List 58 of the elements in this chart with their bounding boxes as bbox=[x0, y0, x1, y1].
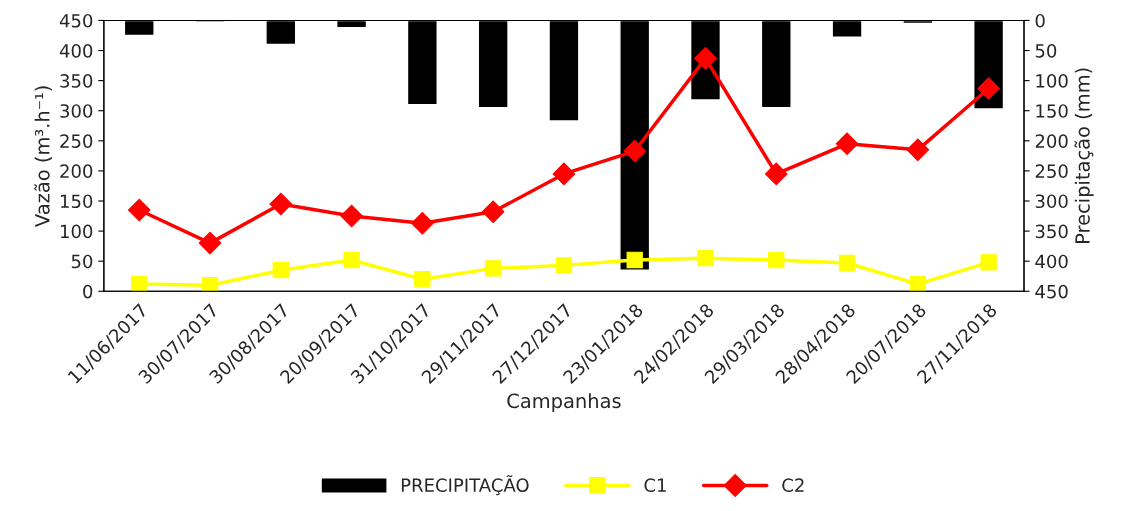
y2-tick-label: 100 bbox=[1036, 74, 1068, 88]
point bbox=[414, 271, 431, 288]
y2-tick-label: 150 bbox=[1036, 104, 1068, 118]
point bbox=[131, 275, 148, 292]
point bbox=[340, 204, 363, 228]
bar bbox=[477, 20, 509, 109]
point bbox=[411, 211, 434, 235]
y-tick-label: 350 bbox=[60, 74, 93, 88]
bar bbox=[123, 20, 155, 37]
y2-tick-label: 300 bbox=[1035, 194, 1068, 209]
y2-tick-label: 0 bbox=[1035, 13, 1045, 28]
point bbox=[977, 77, 1000, 100]
y-tick-label: 50 bbox=[71, 254, 93, 269]
y2-tick-label: 450 bbox=[1035, 284, 1068, 299]
point bbox=[485, 260, 502, 277]
bar bbox=[831, 20, 863, 38]
point bbox=[909, 275, 926, 292]
y-tick-label: 450 bbox=[59, 13, 93, 28]
y2-tick-label: 350 bbox=[1035, 224, 1068, 239]
point bbox=[343, 251, 360, 269]
legend-label: C1 bbox=[644, 478, 666, 493]
point bbox=[980, 254, 997, 271]
point bbox=[555, 257, 573, 274]
point bbox=[272, 262, 289, 279]
bar bbox=[760, 20, 792, 109]
y-tick-label: 0 bbox=[83, 284, 93, 299]
y-tick-label: 400 bbox=[59, 43, 93, 58]
point bbox=[623, 139, 647, 163]
legend-label: PRECIPITAÇÃO bbox=[401, 475, 529, 496]
y2-axis-title: Precipitação (mm) bbox=[1074, 68, 1094, 243]
y2-tick-label: 250 bbox=[1035, 164, 1068, 179]
y-tick-label: 200 bbox=[60, 164, 93, 179]
bar bbox=[406, 20, 438, 106]
y2-tick-label: 200 bbox=[1035, 134, 1068, 148]
y-tick-label: 150 bbox=[60, 194, 93, 209]
bar bbox=[265, 20, 297, 46]
y-axis-title: Vazão (m³.h⁻¹) bbox=[34, 86, 52, 227]
bar bbox=[548, 20, 580, 122]
x-axis-title: Campanhas bbox=[507, 393, 621, 412]
point bbox=[768, 251, 785, 269]
y2-tick-label: 400 bbox=[1035, 254, 1068, 269]
point bbox=[552, 162, 576, 186]
point bbox=[764, 162, 788, 186]
point bbox=[838, 254, 856, 272]
point bbox=[201, 277, 219, 292]
y-tick-label: 250 bbox=[60, 134, 93, 148]
legend-label: C2 bbox=[782, 478, 804, 493]
point bbox=[269, 192, 293, 216]
point bbox=[481, 200, 505, 224]
y-tick-label: 100 bbox=[60, 224, 93, 239]
point bbox=[835, 132, 859, 156]
y2-tick-label: 50 bbox=[1035, 43, 1057, 58]
y-tick-label: 300 bbox=[60, 104, 93, 118]
point bbox=[626, 251, 643, 269]
point bbox=[697, 250, 714, 267]
point bbox=[906, 138, 930, 162]
point bbox=[198, 231, 222, 255]
point bbox=[127, 198, 151, 222]
